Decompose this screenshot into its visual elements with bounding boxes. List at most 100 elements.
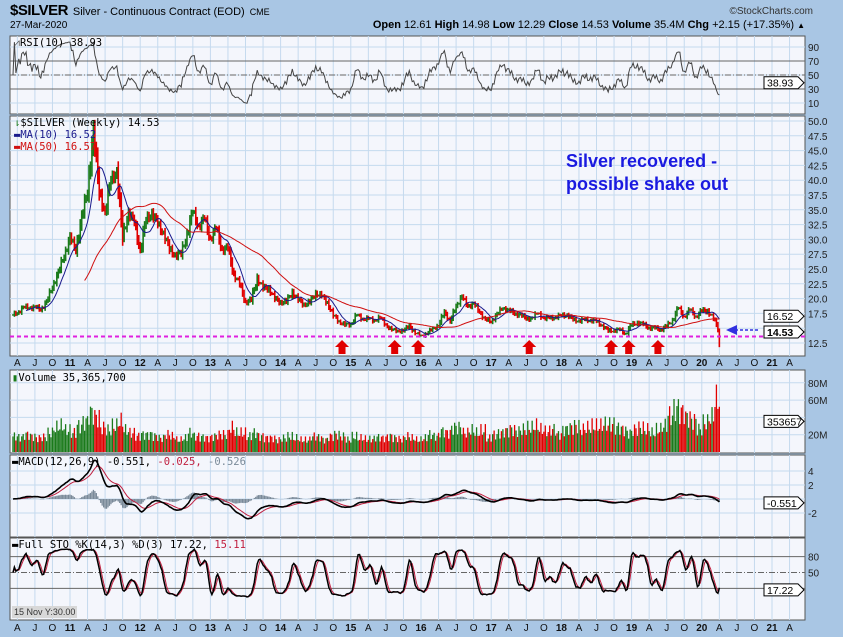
price-x-axis-label: O bbox=[610, 358, 618, 369]
sto-legend-main: Full STO %K(14,3) %D(3) 17.22, bbox=[18, 539, 208, 551]
price-axis-label: 42.5 bbox=[808, 161, 828, 172]
ma50-swatch-icon: ▬ bbox=[14, 141, 21, 153]
rsi-line bbox=[12, 41, 720, 104]
macd-axis-label: -2 bbox=[808, 509, 817, 520]
bottom-x-axis-label: J bbox=[524, 623, 529, 634]
price-axis-label: 32.5 bbox=[808, 221, 828, 232]
bottom-x-axis-label: A bbox=[576, 623, 583, 634]
symbol-title: $SILVER bbox=[10, 2, 68, 19]
price-x-axis-label: J bbox=[524, 358, 529, 369]
price-axis-label: 47.5 bbox=[808, 132, 828, 143]
price-x-axis-label: A bbox=[14, 358, 21, 369]
price-x-axis-label: A bbox=[84, 358, 91, 369]
volume-icon: ▮ bbox=[12, 372, 19, 384]
bottom-x-axis-label: A bbox=[646, 623, 653, 634]
up-arrow-icon bbox=[335, 340, 350, 354]
bottom-x-axis-label: 18 bbox=[556, 623, 568, 634]
price-x-axis-label: 11 bbox=[65, 358, 76, 369]
ma10-legend-text: MA(10) 16.52 bbox=[20, 129, 97, 141]
bottom-x-axis-label: 20 bbox=[696, 623, 708, 634]
sto-k-line bbox=[12, 547, 721, 598]
price-x-axis-label: 17 bbox=[486, 358, 498, 369]
price-x-axis-label: O bbox=[49, 358, 57, 369]
macd-line bbox=[12, 459, 720, 520]
bottom-x-axis-label: J bbox=[313, 623, 318, 634]
bottom-x-axis-label: 21 bbox=[766, 623, 778, 634]
hover-readout: 15 Nov Y:30.00 bbox=[12, 606, 78, 618]
price-axis-label: 12.5 bbox=[808, 339, 828, 350]
chg-label: Chg bbox=[687, 19, 709, 31]
bottom-x-axis-label: O bbox=[189, 623, 197, 634]
price-x-axis-label: O bbox=[259, 358, 267, 369]
price-x-axis-label: O bbox=[189, 358, 197, 369]
up-arrow-icon bbox=[621, 340, 636, 354]
bottom-x-axis-label: 14 bbox=[275, 623, 287, 634]
stockcharts-watermark[interactable]: ©StockCharts.com bbox=[729, 6, 813, 17]
left-arrow-icon bbox=[726, 324, 737, 335]
price-x-axis-label: J bbox=[173, 358, 178, 369]
price-x-axis-label: J bbox=[734, 358, 739, 369]
bottom-x-axis-label: J bbox=[594, 623, 599, 634]
chg-value: +2.15 (+17.35%) bbox=[712, 19, 795, 31]
sto-value-box-text: 17.22 bbox=[767, 585, 793, 597]
up-arrow-icon bbox=[411, 340, 426, 354]
bottom-x-axis-label: O bbox=[680, 623, 688, 634]
rsi-axis-label: 10 bbox=[808, 99, 820, 110]
bottom-x-axis-label: O bbox=[470, 623, 478, 634]
high-label: High bbox=[434, 19, 460, 31]
price-x-axis-label: J bbox=[313, 358, 318, 369]
high-value: 14.98 bbox=[462, 19, 490, 31]
price-x-axis-label: J bbox=[383, 358, 388, 369]
rsi-value-box-text: 38.93 bbox=[767, 78, 793, 90]
bottom-x-axis-label: J bbox=[454, 623, 459, 634]
bottom-x-axis-label: 11 bbox=[65, 623, 76, 634]
price-x-axis-label: J bbox=[32, 358, 37, 369]
rsi-value-box-frame bbox=[763, 76, 805, 90]
up-arrow-icon bbox=[522, 340, 537, 354]
rsi-value-box: 38.93 bbox=[763, 76, 805, 90]
macd-swatch-icon: ▬ bbox=[12, 456, 19, 468]
price-x-axis-label: A bbox=[435, 358, 442, 369]
bottom-x-axis-label: A bbox=[505, 623, 512, 634]
bottom-x-axis-label: O bbox=[49, 623, 57, 634]
price-x-axis-label: A bbox=[505, 358, 512, 369]
last-price-box-text: 14.53 bbox=[767, 327, 793, 339]
price-x-axis-label: 16 bbox=[415, 358, 427, 369]
price-x-axis-label: O bbox=[470, 358, 478, 369]
bottom-x-axis-label: A bbox=[14, 623, 21, 634]
rsi-axis-label: 50 bbox=[808, 71, 820, 82]
rsi-legend: ⩘RSI(10) 38.93 bbox=[14, 37, 102, 50]
bottom-x-axis-label: J bbox=[103, 623, 108, 634]
bottom-x-axis-label: A bbox=[225, 623, 232, 634]
ohlc-summary: Open 12.61 High 14.98 Low 12.29 Close 14… bbox=[373, 19, 805, 31]
sto-swatch-icon: ▬ bbox=[12, 539, 19, 551]
macd-value-box: -0.551 bbox=[763, 496, 805, 510]
macd-legend-hist: -0.526 bbox=[208, 456, 246, 468]
rsi-axis-label: 90 bbox=[808, 43, 820, 54]
low-value: 12.29 bbox=[517, 19, 546, 31]
header-row: $SILVER Silver - Continuous Contract (EO… bbox=[10, 2, 270, 19]
price-x-axis-label: A bbox=[716, 358, 723, 369]
bottom-x-axis-label: O bbox=[540, 623, 548, 634]
price-x-axis-label: A bbox=[786, 358, 793, 369]
price-x-axis-label: O bbox=[751, 358, 759, 369]
price-axis-label: 37.5 bbox=[808, 191, 828, 202]
price-axis-label: 30.0 bbox=[808, 235, 828, 246]
rsi-axis-label: 30 bbox=[808, 85, 820, 96]
price-x-axis-label: O bbox=[329, 358, 337, 369]
price-axis-label: 45.0 bbox=[808, 147, 828, 158]
macd-axis-label: 4 bbox=[808, 467, 814, 478]
ma10-value-box-frame bbox=[763, 309, 805, 323]
volume-axis-label: 60M bbox=[808, 396, 827, 407]
bottom-x-axis-label: J bbox=[664, 623, 669, 634]
bottom-x-axis-label: A bbox=[295, 623, 302, 634]
sto-axis-label: 50 bbox=[808, 569, 820, 580]
ma10-value-box: 16.52 bbox=[763, 309, 805, 323]
exchange-label: CME bbox=[249, 7, 270, 17]
bottom-x-axis-label: O bbox=[119, 623, 127, 634]
sto-value-box: 17.22 bbox=[763, 583, 805, 597]
price-axis-label: 22.5 bbox=[808, 280, 828, 291]
ma10-swatch-icon: ▬ bbox=[14, 129, 21, 141]
volume-legend-text: Volume 35,365,700 bbox=[18, 372, 126, 384]
